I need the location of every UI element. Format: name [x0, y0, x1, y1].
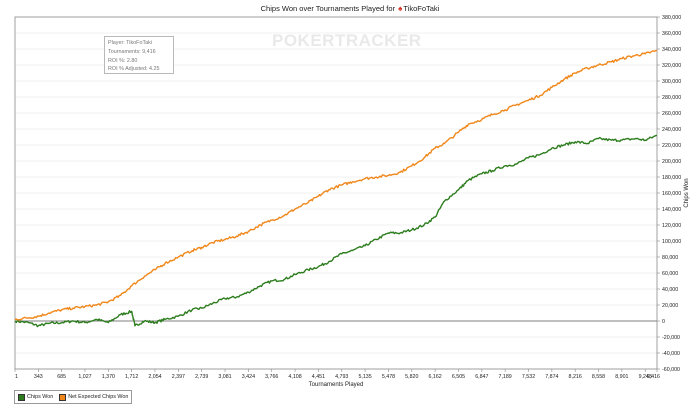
y-tick-label: 220,000 — [662, 143, 681, 149]
legend-item-chips-won[interactable]: Chips Won — [18, 393, 54, 401]
x-tick-label: 4,793 — [335, 374, 348, 380]
player-name: TikoFoTaki — [403, 4, 440, 13]
x-axis-ticks: 1 343 685 1,027 1,370 1,712 2,054 2,397 2,739 3,0… — [14, 369, 660, 380]
x-tick-label: 3,424 — [242, 374, 255, 380]
pokerstars-logo-icon: ♠ — [398, 4, 403, 13]
chart-legend: Chips Won Net Expected Chips Won — [14, 390, 133, 404]
y-tick-label: 160,000 — [662, 191, 681, 197]
x-tick-label: 1,370 — [102, 374, 115, 380]
x-tick-label: 7,189 — [499, 374, 512, 380]
x-tick-label: 5,478 — [382, 374, 395, 380]
info-roi-adjusted: ROI % Adjusted: 4.25 — [108, 66, 160, 73]
x-tick-label: 1 — [15, 374, 18, 380]
x-tick-label: 685 — [57, 374, 66, 380]
y-tick-label: 0 — [662, 319, 665, 325]
x-tick-label: 2,054 — [148, 374, 161, 380]
y-tick-label: 260,000 — [662, 111, 681, 117]
y-tick-label: 120,000 — [662, 223, 681, 229]
y-tick-label: -20,000 — [662, 335, 680, 341]
x-tick-label: 5,820 — [405, 374, 418, 380]
series-line-net-expected — [14, 49, 658, 321]
x-tick-label: 9,243 — [639, 374, 652, 380]
chart-title: Chips Won over Tournaments Played for ♠T… — [0, 4, 700, 13]
x-tick-label: 2,739 — [195, 374, 208, 380]
x-tick-label: 7,874 — [545, 374, 558, 380]
x-tick-label: 1,027 — [78, 374, 91, 380]
x-tick-label: 343 — [34, 374, 43, 380]
chart-title-text: Chips Won over Tournaments Played for — [260, 4, 396, 13]
x-tick-label: 2,397 — [172, 374, 185, 380]
x-tick-label: 7,532 — [522, 374, 535, 380]
x-tick-label: 8,558 — [592, 374, 605, 380]
y-tick-label: -40,000 — [662, 351, 680, 357]
y-tick-label: 300,000 — [662, 79, 681, 85]
legend-label-chips-won: Chips Won — [27, 394, 54, 400]
y-tick-label: 140,000 — [662, 207, 681, 213]
x-tick-label: 8,216 — [569, 374, 582, 380]
y-tick-label: 240,000 — [662, 127, 681, 133]
x-tick-label: 8,901 — [615, 374, 628, 380]
x-tick-label: 4,108 — [288, 374, 301, 380]
y-tick-label: 340,000 — [662, 47, 681, 53]
x-tick-label: 6,847 — [475, 374, 488, 380]
y-tick-label: 20,000 — [662, 303, 678, 309]
info-tournaments: Tournaments: 9,416 — [108, 48, 156, 55]
y-tick-label: 80,000 — [662, 255, 678, 261]
y-axis-label: Chips Won — [684, 178, 690, 207]
y-tick-label: 380,000 — [662, 15, 681, 21]
x-tick-label: 6,162 — [428, 374, 441, 380]
y-axis-ticks: -60,000 -40,000 -20,000 0 20,000 40,000 60,000… — [657, 15, 681, 373]
y-tick-label: 40,000 — [662, 287, 678, 293]
x-tick-label: 5,135 — [358, 374, 371, 380]
y-tick-label: 60,000 — [662, 271, 678, 277]
legend-swatch-net-expected — [59, 393, 67, 401]
x-tick-label: 4,451 — [312, 374, 325, 380]
info-roi: ROI %: 2.80 — [108, 57, 138, 64]
y-tick-label: 360,000 — [662, 31, 681, 37]
y-tick-label: 200,000 — [662, 159, 681, 165]
legend-swatch-chips-won — [18, 393, 25, 401]
x-tick-label: 3,766 — [265, 374, 278, 380]
series-line-chips-won — [14, 134, 658, 328]
info-player: Player: TikoFoTaki — [108, 40, 153, 46]
y-tick-label: 180,000 — [662, 175, 681, 181]
y-tick-label: 280,000 — [662, 95, 681, 101]
y-tick-label: 100,000 — [662, 239, 681, 245]
y-tick-label: -60,000 — [662, 367, 680, 373]
pokertracker-watermark: POKERTRACKER — [272, 31, 422, 50]
x-tick-label: 3,081 — [218, 374, 231, 380]
x-tick-label: 6,505 — [452, 374, 465, 380]
legend-item-net-expected[interactable]: Net Expected Chips Won — [59, 393, 129, 401]
x-tick-label: 1,712 — [125, 374, 138, 380]
legend-label-net-expected: Net Expected Chips Won — [68, 394, 129, 400]
y-tick-label: 320,000 — [662, 63, 681, 69]
x-tick-label: 9,416 — [647, 374, 660, 380]
chart-series — [14, 49, 658, 328]
player-info-box: Player: TikoFoTaki Tournaments: 9,416 RO… — [104, 36, 174, 74]
x-axis-label: Tournaments Played — [309, 382, 364, 388]
